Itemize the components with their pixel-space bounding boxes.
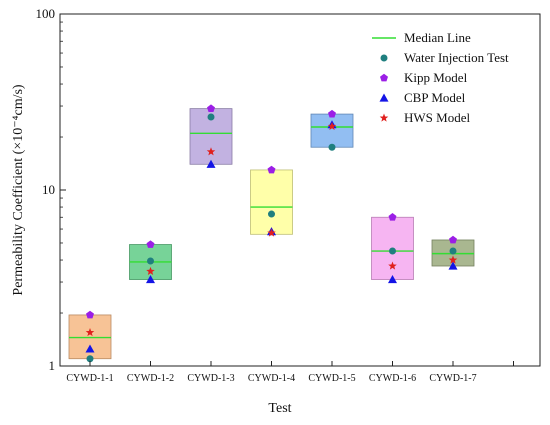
point-water-injection-test-cywd-1-5 [328, 143, 336, 151]
legend-hws-model-label: HWS Model [404, 110, 470, 125]
point-water-injection-test-cywd-1-7 [449, 247, 457, 255]
point-hws-model-cywd-1-1 [85, 328, 95, 337]
point-hws-model-cywd-1-3 [206, 147, 216, 156]
x-tick-label: CYWD-1-5 [308, 373, 355, 384]
axes: 1 10 100 CYWD-1-1 CYWD-1-2 CYWD-1-3 CYWD-1-4 CY… [36, 6, 541, 384]
point-cbp-model-cywd-1-2 [146, 275, 155, 284]
point-water-injection-test-cywd-1-2 [147, 257, 154, 265]
point-cbp-model-cywd-1-1 [85, 344, 95, 353]
x-tick-label: CYWD-1-6 [369, 373, 416, 384]
point-cbp-model-cywd-1-3 [206, 159, 216, 168]
point-cbp-model-cywd-1-6 [388, 275, 397, 284]
y-tick-label: 10 [42, 182, 55, 197]
point-hws-model-cywd-1-4 [267, 228, 276, 237]
box-cywd-1-4 [250, 169, 293, 235]
x-tick-label: CYWD-1-7 [429, 373, 476, 384]
legend-cbp-model-swatch [379, 93, 389, 102]
point-water-injection-test-cywd-1-6 [389, 247, 396, 255]
legend-median-label: Median Line [404, 30, 471, 45]
legend-cbp-model-label: CBP Model [404, 90, 466, 105]
legend-kipp-model-swatch [380, 73, 388, 82]
plot-area [68, 104, 475, 363]
point-hws-model-cywd-1-2 [146, 266, 155, 275]
legend-water-injection-test-label: Water Injection Test [404, 50, 509, 65]
y-axis-title: Permeability Coefficient (×10⁻⁴cm/s) [11, 84, 26, 296]
point-water-injection-test-cywd-1-1 [86, 355, 94, 363]
point-hws-model-cywd-1-6 [388, 261, 397, 270]
point-hws-model-cywd-1-5 [327, 121, 337, 130]
x-tick-label: CYWD-1-3 [187, 373, 234, 384]
axes-frame [59, 13, 541, 367]
y-tick-label: 1 [49, 358, 56, 373]
legend-hws-model-swatch [379, 113, 389, 122]
point-kipp-model-cywd-1-1 [86, 310, 94, 319]
box-cywd-1-5 [310, 113, 354, 148]
legend: Median Line Water Injection Test Kipp Mode… [372, 30, 509, 125]
x-tick-label: CYWD-1-1 [66, 373, 113, 384]
point-kipp-model-cywd-1-6 [388, 213, 397, 221]
y-tick-label: 100 [36, 6, 56, 21]
point-cbp-model-cywd-1-7 [448, 261, 458, 270]
x-axis-title: Test [268, 401, 291, 416]
point-kipp-model-cywd-1-7 [449, 235, 457, 244]
x-tick-label: CYWD-1-2 [127, 373, 174, 384]
legend-kipp-model-label: Kipp Model [404, 70, 468, 85]
x-tick-label: CYWD-1-4 [248, 373, 295, 384]
point-kipp-model-cywd-1-2 [146, 240, 155, 248]
point-kipp-model-cywd-1-5 [328, 109, 336, 118]
point-water-injection-test-cywd-1-4 [268, 210, 275, 218]
point-water-injection-test-cywd-1-3 [207, 113, 215, 121]
point-kipp-model-cywd-1-4 [267, 165, 276, 174]
point-hws-model-cywd-1-7 [448, 255, 458, 264]
point-kipp-model-cywd-1-3 [207, 104, 215, 113]
legend-water-injection-test-swatch [380, 54, 388, 62]
